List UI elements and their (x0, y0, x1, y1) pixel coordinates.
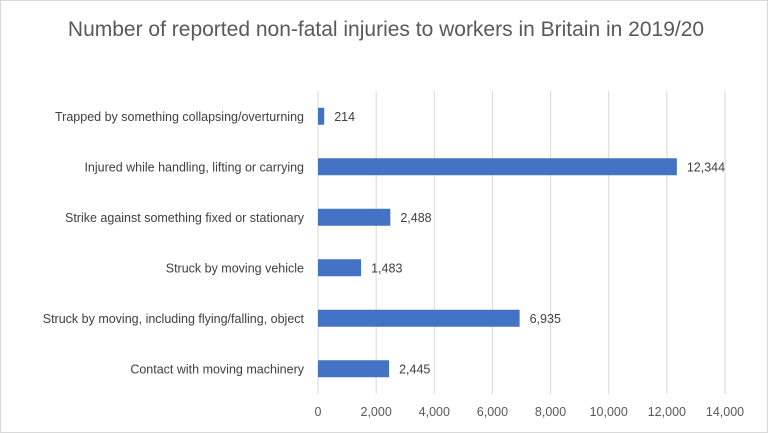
x-tick-label: 12,000 (648, 405, 686, 419)
category-label: Struck by moving, including flying/falli… (43, 312, 305, 326)
x-tick-label: 14,000 (706, 405, 744, 419)
data-label: 12,344 (687, 160, 725, 174)
bar (318, 259, 362, 277)
bar (318, 107, 325, 125)
category-label: Struck by moving vehicle (166, 261, 304, 275)
labels: 0 2,000 4,000 6,000 8,000 10,000 12,000 14,000 T… (43, 110, 744, 419)
x-tick-label: 6,000 (477, 405, 508, 419)
chart-title: Number of reported non-fatal injuries to… (67, 18, 705, 41)
x-tick-label: 0 (315, 405, 322, 419)
x-tick-label: 2,000 (361, 405, 392, 419)
data-label: 2,445 (399, 362, 430, 376)
data-label: 2,488 (400, 211, 431, 225)
category-label: Injured while handling, lifting or carry… (84, 160, 304, 174)
bar (318, 360, 390, 378)
x-tick-label: 8,000 (535, 405, 566, 419)
data-label: 6,935 (530, 312, 561, 326)
bars (318, 107, 677, 378)
bar (318, 158, 677, 176)
x-tick-label: 4,000 (419, 405, 450, 419)
x-tick-label: 10,000 (590, 405, 628, 419)
gridlines (317, 91, 726, 394)
category-label: Contact with moving machinery (130, 362, 304, 376)
data-label: 1,483 (371, 261, 402, 275)
category-label: Strike against something fixed or statio… (65, 211, 305, 225)
bar (318, 208, 391, 226)
bar (318, 309, 520, 327)
data-label: 214 (334, 110, 355, 124)
category-label: Trapped by something collapsing/overturn… (55, 110, 304, 124)
